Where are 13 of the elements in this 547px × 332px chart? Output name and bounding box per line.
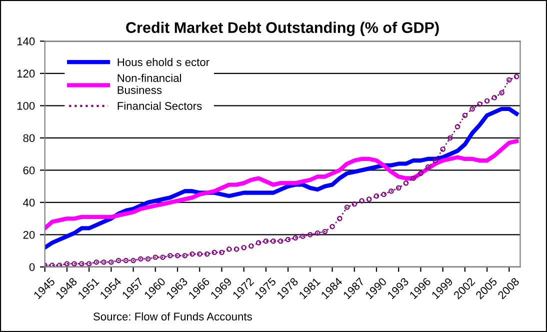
chart-title: Credit Market Debt Outstanding (% of GDP) [126,22,439,36]
y-tick-label: 60 [23,166,35,174]
y-tick-label: 0 [29,263,35,272]
legend-label: Non-financial Business [118,74,181,94]
y-tick-label: 20 [23,230,35,239]
y-tick-label: 120 [17,70,35,78]
y-tick-label: 100 [17,102,35,110]
y-tick-label: 80 [23,134,35,142]
legend-label: Hous ehold s ector [118,58,210,66]
legend-label: Financial Sectors [118,102,202,110]
y-tick-label: 40 [23,198,35,207]
y-tick-label: 140 [17,37,35,46]
source-note: Source: Flow of Funds Accounts [93,312,252,320]
